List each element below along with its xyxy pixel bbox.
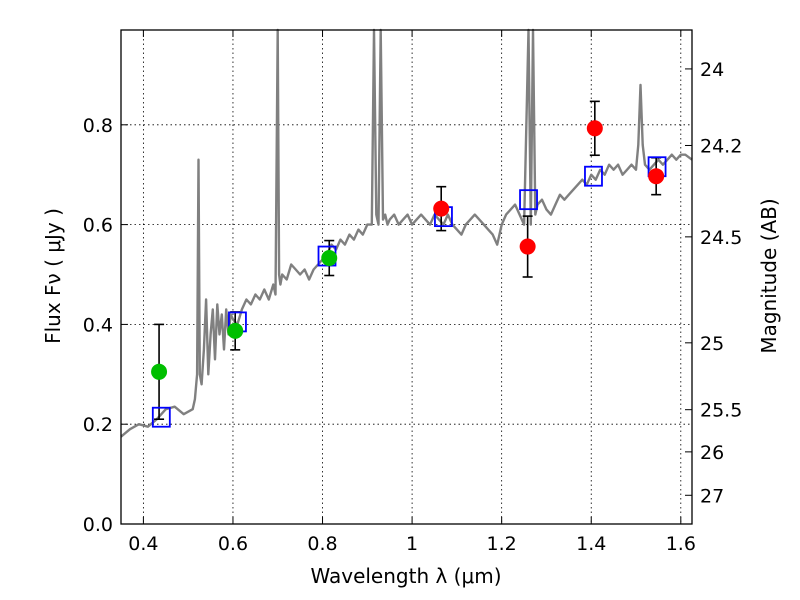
x-tick-labels: 0.4 0.6 0.8 1 1.2 1.4 1.6: [128, 533, 696, 555]
right-tick-label: 26: [700, 442, 724, 464]
x-tick-label: 1.2: [487, 533, 517, 555]
y-tick-label: 0.0: [83, 514, 113, 536]
model-box: [151, 406, 171, 428]
spectrum-line: [120, 28, 693, 438]
right-tick-label: 24.5: [700, 227, 742, 249]
right-tick-label: 24: [700, 59, 724, 81]
plot-frame: [120, 29, 693, 525]
y-tick-label: 0.8: [83, 115, 113, 137]
y-axis-label: Flux Fν ( μJy ): [41, 208, 65, 344]
x-tick-label: 0.6: [218, 533, 248, 555]
model-box: [584, 165, 603, 187]
green-data-point: [151, 363, 168, 380]
right-axis-label: Magnitude (AB): [757, 198, 781, 353]
red-data-point: [648, 168, 665, 185]
right-tick-label: 27: [700, 485, 724, 507]
red-data-point: [519, 238, 536, 255]
right-tick-labels: 24 24.2 24.5 25 25.5 26 27: [700, 59, 742, 507]
right-tick-label: 25.5: [700, 400, 742, 422]
x-tick-label: 1.4: [576, 533, 606, 555]
x-tick-label: 0.4: [128, 533, 158, 555]
y-tick-labels: 0.0 0.2 0.4 0.6 0.8: [83, 115, 113, 536]
x-tick-label: 0.8: [307, 533, 337, 555]
spectrum-layer: [120, 28, 693, 438]
x-axis-label: Wavelength λ (μm): [310, 564, 501, 588]
y-tick-label: 0.4: [83, 314, 113, 336]
y-tick-label: 0.6: [83, 215, 113, 237]
right-tick-label: 24.2: [700, 135, 742, 157]
x-tick-label: 1: [406, 533, 418, 555]
red-data-point: [433, 200, 450, 217]
model-box: [519, 189, 538, 211]
grid-lines: [121, 30, 692, 524]
green-data-point: [321, 250, 338, 267]
y-tick-label: 0.2: [83, 414, 113, 436]
green-data-point: [227, 322, 244, 339]
tick-layer: [121, 30, 692, 525]
point-layer: [151, 120, 665, 380]
right-tick-label: 25: [700, 333, 724, 355]
x-tick-label: 1.6: [666, 533, 696, 555]
red-data-point: [586, 120, 603, 137]
